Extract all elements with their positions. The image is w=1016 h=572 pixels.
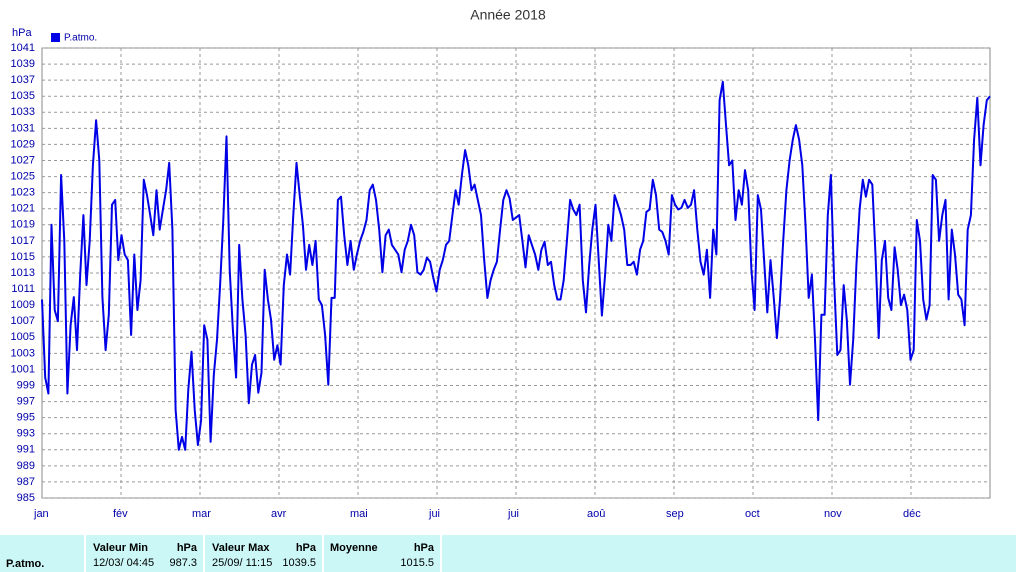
value: 1039.5 xyxy=(282,557,316,569)
summary-table: P.atmo. Valeur Min hPa 12/03/ 04:45 987.… xyxy=(0,535,1016,572)
x-tick-label: sep xyxy=(666,508,684,520)
y-tick-label: 1003 xyxy=(11,347,35,359)
x-tick-label: jan xyxy=(33,508,49,520)
y-tick-label: 1033 xyxy=(11,106,35,118)
x-tick-label: mai xyxy=(350,508,368,520)
y-tick-label: 993 xyxy=(17,428,35,440)
y-tick-label: 1017 xyxy=(11,235,35,247)
header: Valeur Max xyxy=(212,542,270,554)
y-axis-label: hPa xyxy=(12,27,32,39)
x-tick-label: jui xyxy=(428,508,440,520)
y-tick-label: 989 xyxy=(17,460,35,472)
legend-label: P.atmo. xyxy=(64,33,97,44)
y-tick-label: 1013 xyxy=(11,267,35,279)
legend-swatch xyxy=(51,33,60,42)
row-label: P.atmo. xyxy=(6,558,45,570)
x-tick-label: oct xyxy=(745,508,760,520)
y-tick-label: 1001 xyxy=(11,363,35,375)
y-tick-label: 1035 xyxy=(11,90,35,102)
y-tick-label: 999 xyxy=(17,379,35,391)
value: 987.3 xyxy=(169,557,197,569)
x-tick-label: mar xyxy=(192,508,211,520)
y-tick-label: 1027 xyxy=(11,154,35,166)
y-tick-label: 985 xyxy=(17,492,35,504)
header: Valeur Min xyxy=(93,542,149,554)
x-tick-label: aoû xyxy=(587,508,605,520)
x-tick-label: fév xyxy=(113,508,128,520)
chart: Année 2018 hPa 985 987 989 991 993 995 997 999 1… xyxy=(11,7,991,520)
unit: hPa xyxy=(176,542,197,554)
y-tick-label: 1037 xyxy=(11,74,35,86)
y-tick-label: 1039 xyxy=(11,58,35,70)
y-tick-label: 1015 xyxy=(11,251,35,263)
y-tick-label: 995 xyxy=(17,412,35,424)
x-tick-label: nov xyxy=(824,508,842,520)
date: 12/03/ 04:45 xyxy=(93,557,155,569)
unit: hPa xyxy=(295,542,316,554)
y-tick-label: 1025 xyxy=(11,170,35,182)
y-tick-label: 1005 xyxy=(11,331,35,343)
x-tick-label: jui xyxy=(507,508,519,520)
y-tick-label: 1007 xyxy=(11,315,35,327)
value: 1015.5 xyxy=(400,557,434,569)
min-cell: Valeur Min hPa 12/03/ 04:45 987.3 xyxy=(86,535,205,572)
y-tick-label: 997 xyxy=(17,395,35,407)
y-tick-label: 1019 xyxy=(11,219,35,231)
unit: hPa xyxy=(413,542,434,554)
mean-cell: Moyenne hPa 1015.5 xyxy=(324,535,442,572)
row-header: P.atmo. xyxy=(0,535,86,572)
y-tick-label: 1029 xyxy=(11,138,35,150)
x-tick-label: avr xyxy=(271,508,287,520)
y-tick-label: 1011 xyxy=(11,283,35,295)
header: Moyenne xyxy=(330,542,378,554)
date: 25/09/ 11:15 xyxy=(212,557,273,569)
max-cell: Valeur Max hPa 25/09/ 11:15 1039.5 xyxy=(205,535,324,572)
chart-title: Année 2018 xyxy=(470,7,546,23)
y-tick-label: 1023 xyxy=(11,187,35,199)
y-tick-label: 1041 xyxy=(11,42,35,54)
y-tick-label: 1031 xyxy=(11,122,35,134)
line-series xyxy=(41,80,991,451)
x-tick-label: déc xyxy=(903,508,921,520)
y-tick-label: 1021 xyxy=(11,203,35,215)
y-tick-label: 1009 xyxy=(11,299,35,311)
y-tick-label: 987 xyxy=(17,476,35,488)
y-tick-label: 991 xyxy=(17,444,35,456)
